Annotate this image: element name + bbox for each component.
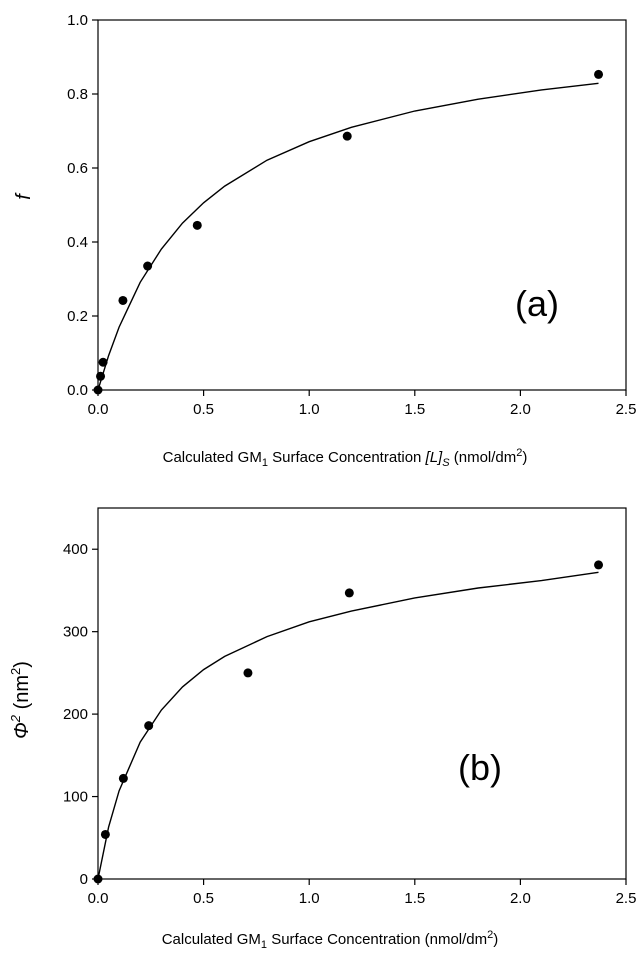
plot-frame-a (97, 19, 627, 391)
chart-panel-b: 0.0 0.5 1.0 1.5 2.0 2.5 0 100 200 300 400 (b) Φ2 (… (8, 507, 637, 951)
data-point-b (243, 668, 253, 678)
data-point-a (192, 220, 202, 230)
data-point-b (100, 829, 110, 839)
y-axis-label-b: Φ2 (nm2) (8, 661, 33, 739)
data-point-a (594, 69, 604, 79)
x-axis-label-b: Calculated GM1 Surface Concentration (nm… (162, 929, 499, 951)
y-tick-label-a: 1.0 (67, 12, 88, 29)
x-tick-label-b: 2.5 (616, 890, 637, 907)
chart-panel-a: 0.0 0.5 1.0 1.5 2.0 2.5 0.0 0.2 0.4 0.6 0.8 1.0 (a)… (13, 12, 636, 469)
x-tick-label-b: 2.0 (510, 890, 531, 907)
data-point-a (93, 385, 103, 395)
data-point-a (143, 261, 153, 271)
y-tick-label-b: 300 (63, 624, 88, 641)
data-point-a (98, 357, 108, 367)
y-tick-label-b: 200 (63, 706, 88, 723)
y-tick-label-a: 0.6 (67, 160, 88, 177)
y-axis-label-a: f (13, 192, 35, 200)
data-point-b (118, 773, 128, 783)
y-tick-label-b: 100 (63, 789, 88, 806)
plot-frame-b (97, 507, 627, 880)
y-tick-label-a: 0.8 (67, 86, 88, 103)
panel-label-b: (b) (458, 747, 502, 788)
x-tick-label-b: 1.5 (404, 890, 425, 907)
data-point-b (594, 560, 604, 570)
x-tick-label-b: 1.0 (299, 890, 320, 907)
x-tick-label-b: 0.5 (193, 890, 214, 907)
y-tick-label-a: 0.0 (67, 382, 88, 399)
y-tick-label-b: 400 (63, 541, 88, 558)
y-tick-label-a: 0.4 (67, 234, 88, 251)
panel-label-a: (a) (515, 283, 559, 324)
x-axis-label-a: Calculated GM1 Surface Concentration [L]… (163, 447, 528, 469)
data-point-b (344, 588, 354, 598)
fit-curve-a (97, 82, 599, 391)
plot-area-a: 0.0 0.5 1.0 1.5 2.0 2.5 0.0 0.2 0.4 0.6 0.8 1.0 (67, 12, 636, 418)
x-tick-label-a: 0.5 (193, 401, 214, 418)
x-tick-label-a: 2.0 (510, 401, 531, 418)
data-point-a (96, 371, 106, 381)
data-point-a (118, 295, 128, 305)
x-tick-label-a: 1.5 (404, 401, 425, 418)
plot-area-b: 0.0 0.5 1.0 1.5 2.0 2.5 0 100 200 300 400 (63, 507, 637, 907)
x-tick-label-b: 0.0 (88, 890, 109, 907)
y-tick-label-a: 0.2 (67, 308, 88, 325)
y-tick-label-b: 0 (80, 871, 88, 888)
data-point-b (144, 721, 154, 731)
x-tick-label-a: 1.0 (299, 401, 320, 418)
data-point-a (342, 131, 352, 141)
x-tick-label-a: 0.0 (88, 401, 109, 418)
x-tick-label-a: 2.5 (616, 401, 637, 418)
data-point-b (93, 874, 103, 884)
fit-curve-b (97, 571, 599, 880)
